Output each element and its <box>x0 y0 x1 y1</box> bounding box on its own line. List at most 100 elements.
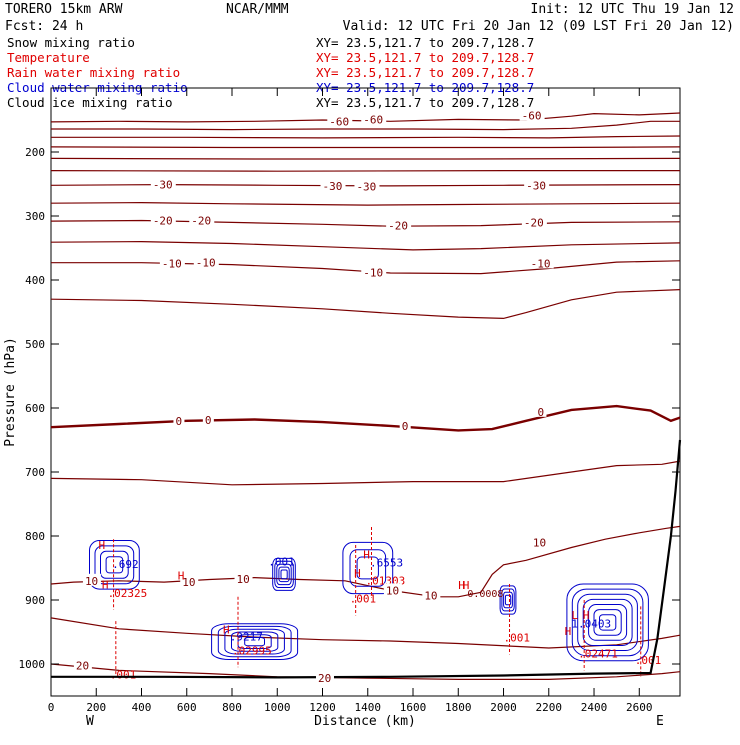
cloud-water-contour <box>503 591 513 609</box>
cloud-water-contour <box>100 550 129 579</box>
cloud-water-contour <box>566 583 649 662</box>
y-tick-label: 500 <box>25 338 45 351</box>
rain-water-label: .02471 <box>578 648 618 661</box>
init-time: Init: 12 UTC Thu 19 Jan 12 <box>531 2 735 17</box>
legend-label: Temperature <box>7 50 90 65</box>
contour-label-bg <box>173 413 185 426</box>
cloud-water-contour <box>501 588 515 612</box>
isotherm-label: 10 <box>85 575 98 588</box>
isotherm-m60 <box>50 112 681 123</box>
isotherm-label: 10 <box>533 536 546 549</box>
cloud-water-contour <box>231 631 279 652</box>
contour-label-bg <box>528 256 554 269</box>
cloud-water-contours: .692 .001 .6553 .9217 1.0403 <box>89 540 649 662</box>
x-tick-label: 0 <box>48 701 55 714</box>
x-tick-label: 1200 <box>309 701 336 714</box>
cloud-water-label: .692 <box>112 558 139 571</box>
isotherm-label: 10 <box>237 573 250 586</box>
cloud-water-label: .001 <box>268 555 295 568</box>
cloud-water-contour <box>356 556 379 580</box>
cloud-water-contour <box>588 604 628 641</box>
x-tick-label: 200 <box>86 701 106 714</box>
field-legend: Snow mixing ratio XY= 23.5,121.7 to 209.7… <box>7 35 534 110</box>
extremum-mark: L <box>571 609 578 622</box>
maximum-value-label: 0.0008 <box>467 589 503 600</box>
isotherm-20 <box>50 663 681 680</box>
x-tick-label: 1000 <box>264 701 291 714</box>
isotherm-label: 10 <box>182 576 195 589</box>
legend-label: Cloud ice mixing ratio <box>7 95 173 110</box>
extremum-mark: H <box>458 579 465 592</box>
isotherm-label: -20 <box>191 214 211 227</box>
contour-label-bg <box>519 108 545 121</box>
x-tick-label: 2000 <box>490 701 517 714</box>
cloud-water-contour <box>278 566 290 583</box>
cloud-water-label: .6553 <box>370 557 403 570</box>
cloud-water-contour <box>244 637 265 647</box>
cloud-water-contour <box>593 609 622 636</box>
legend-xy: XY= 23.5,121.7 to 209.7,128.7 <box>316 65 534 80</box>
legend-xy: XY= 23.5,121.7 to 209.7,128.7 <box>316 50 534 65</box>
isotherm-label: 0 <box>175 415 182 428</box>
model-title: TORERO 15km ARW <box>5 2 123 17</box>
contour-label-bg <box>320 178 346 191</box>
isotherm-m35 <box>50 170 680 172</box>
isotherm-label: 0 <box>537 406 544 419</box>
cloud-water-contour <box>274 560 294 588</box>
isotherm-label: -60 <box>522 110 542 123</box>
isotherm-label: 10 <box>424 590 437 603</box>
rain-water-label: .001 <box>350 593 377 606</box>
extremum-mark: H <box>223 623 230 636</box>
cloud-water-label: .9217 <box>230 630 263 643</box>
legend-xy: XY= 23.5,121.7 to 209.7,128.7 <box>316 95 534 110</box>
cloud-water-label: 1.0403 <box>571 618 611 631</box>
y-tick-label: 800 <box>25 530 45 543</box>
rain-water-label: .02995 <box>232 644 272 657</box>
contour-label-bg <box>159 256 185 269</box>
extremum-mark: H <box>583 609 590 622</box>
extremum-mark: H <box>463 579 470 592</box>
contour-label-bg <box>521 215 547 228</box>
y-tick-label: 700 <box>25 466 45 479</box>
extremum-mark: H <box>354 567 361 580</box>
cloud-water-contour <box>94 545 135 585</box>
legend-label: Snow mixing ratio <box>7 35 135 50</box>
contour-label-bg <box>180 575 199 588</box>
y-tick-label: 400 <box>25 274 45 287</box>
y-tick-label: 1000 <box>19 658 46 671</box>
contour-label-bg <box>354 179 380 192</box>
isotherm-label: 10 <box>386 584 399 597</box>
contour-label-bg <box>73 658 92 671</box>
isotherm-5 <box>50 460 681 486</box>
contour-label-bg <box>315 671 334 684</box>
x-tick-label: 600 <box>177 701 197 714</box>
contour-label-bg <box>234 571 253 584</box>
contour-label-bg <box>327 114 353 127</box>
contour-label-bg <box>530 535 549 548</box>
isotherm-m50 <box>51 135 681 139</box>
x-tick-label: 1800 <box>445 701 472 714</box>
isotherm-label: -10 <box>363 266 383 279</box>
y-tick-label: 900 <box>25 594 45 607</box>
contour-label-bg <box>82 573 101 586</box>
cloud-water-contour <box>211 623 299 661</box>
cloud-water-contour <box>349 549 387 587</box>
contour-label-bg <box>386 218 412 231</box>
isotherm-label: 0 <box>402 420 409 433</box>
cloud-water-contour <box>599 614 617 631</box>
isotherm-label: -60 <box>363 113 383 126</box>
west-label: W <box>86 714 94 729</box>
contour-label-bg <box>399 418 411 431</box>
isotherm-label: -30 <box>323 180 343 193</box>
contour-label-bg <box>361 265 387 278</box>
isotherm-label: -30 <box>526 179 546 192</box>
contour-label-bg <box>361 112 387 125</box>
cloud-water-contour <box>276 563 292 586</box>
isotherm-label: -20 <box>524 216 544 229</box>
contour-label-bg <box>193 255 219 268</box>
isotherm-label: -10 <box>531 257 551 270</box>
isotherm-label: -10 <box>162 257 182 270</box>
contour-label-bg <box>422 588 441 601</box>
valid-time: Valid: 12 UTC Fri 20 Jan 12 (09 LST Fri … <box>343 19 734 34</box>
